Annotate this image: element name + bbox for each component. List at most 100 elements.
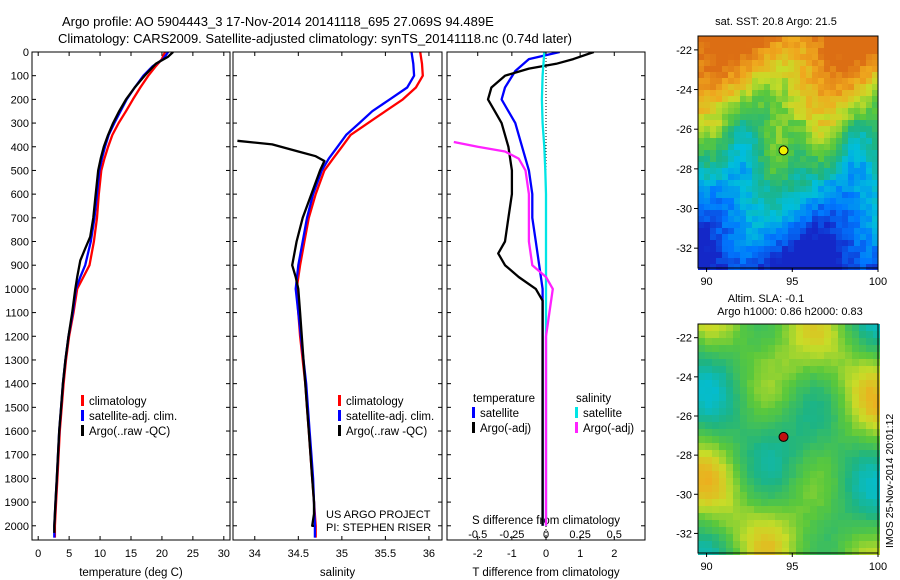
x-tick-label: 15 — [125, 548, 137, 560]
x-axis-label: temperature (deg C) — [79, 567, 183, 579]
y-tick-label: 600 — [11, 189, 29, 201]
y-tick-label: -26 — [676, 411, 692, 423]
legend-swatch — [81, 410, 84, 421]
x-tick-label: 100 — [869, 561, 887, 573]
pi-label: PI: STEPHEN RISER — [326, 522, 431, 534]
map-frame — [697, 323, 879, 554]
series-line-argo-raw-qc- — [237, 139, 326, 527]
top-x-tick-label: 0.5 — [607, 529, 622, 541]
x-tick-label: 0 — [543, 548, 549, 560]
y-tick-label: 300 — [11, 118, 29, 130]
legend-title: temperature — [473, 393, 535, 405]
x-tick-label: 34.5 — [288, 548, 309, 560]
x-tick-label: -2 — [473, 548, 483, 560]
figure-title-line2: Climatology: CARS2009. Satellite-adjuste… — [58, 31, 572, 46]
y-tick-label: 200 — [11, 94, 29, 106]
legend-swatch — [338, 425, 341, 436]
legend-swatch — [338, 395, 341, 406]
legend-label: Argo(-adj) — [583, 423, 634, 435]
y-tick-label: 1300 — [5, 355, 29, 367]
argo-position-marker — [778, 431, 789, 442]
x-tick-label: -1 — [507, 548, 517, 560]
x-tick-label: 90 — [700, 561, 712, 573]
legend-label: satellite — [480, 408, 519, 420]
y-tick-label: 100 — [11, 71, 29, 83]
y-tick-label: 1500 — [5, 402, 29, 414]
sst-map-panel: sat. SST: 20.8 Argo: 21.5 -22 -24 -26 -28 -30… — [676, 16, 887, 288]
top-x-tick-label: -0.5 — [468, 529, 487, 541]
y-tick-label: -22 — [676, 45, 692, 57]
x-tick-label: 95 — [786, 276, 798, 288]
legend-label: Argo(-adj) — [480, 423, 531, 435]
y-tick-label: -26 — [676, 124, 692, 136]
figure-title-line1: Argo profile: AO 5904443_3 17-Nov-2014 2… — [62, 14, 494, 29]
y-tick-label: -30 — [676, 489, 692, 501]
legend-swatch — [575, 422, 578, 433]
top-x-tick-label: 0.25 — [569, 529, 590, 541]
x-tick-label: 5 — [66, 548, 72, 560]
y-tick-label: 1400 — [5, 379, 29, 391]
x-tick-label: 1 — [577, 548, 583, 560]
x-tick-label: 30 — [218, 548, 230, 560]
legend-swatch — [575, 407, 578, 418]
legend-swatch — [81, 395, 84, 406]
y-tick-label: 2000 — [5, 521, 29, 533]
x-tick-label: 100 — [869, 276, 887, 288]
top-x-tick-label: -0.25 — [499, 529, 524, 541]
salinity-panel: 34 34.5 35 35.5 36 salinity climatology satelli… — [232, 51, 443, 579]
legend-swatch — [338, 410, 341, 421]
legend-swatch — [81, 425, 84, 436]
series-line-salinity-argo-adj- — [453, 140, 554, 526]
y-tick-label: 500 — [11, 165, 29, 177]
top-x-tick-label: 0 — [543, 529, 549, 541]
y-tick-label: 1000 — [5, 284, 29, 296]
legend-title: salinity — [576, 393, 611, 405]
temperature-panel: 0100200300400500600700800900100011001200… — [5, 47, 231, 579]
y-tick-label: 1700 — [5, 450, 29, 462]
x-tick-label: 35.5 — [375, 548, 396, 560]
y-tick-label: -28 — [676, 450, 692, 462]
series-line-temperature-argo-adj- — [486, 52, 595, 526]
y-tick-label: -22 — [676, 333, 692, 345]
y-tick-label: 700 — [11, 213, 29, 225]
y-tick-label: -32 — [676, 243, 692, 255]
imos-timestamp: IMOS 25-Nov-2014 20:01:12 — [884, 414, 896, 548]
x-tick-label: 2 — [611, 548, 617, 560]
difference-panel: -2 -1 0 1 2 T difference from climatology -0.5… — [446, 51, 646, 579]
x-tick-label: 10 — [94, 548, 106, 560]
y-tick-label: 800 — [11, 237, 29, 249]
y-tick-label: 0 — [23, 47, 29, 59]
project-label: US ARGO PROJECT — [326, 509, 431, 521]
sla-map-title-line1: Altim. SLA: -0.1 — [728, 293, 804, 305]
y-tick-label: -24 — [676, 85, 692, 97]
legend-label: climatology — [346, 396, 404, 408]
x-tick-label: 0 — [35, 548, 41, 560]
plot-frame — [232, 51, 443, 541]
legend-label: Argo(..raw -QC) — [346, 426, 427, 438]
x-tick-label: 20 — [156, 548, 168, 560]
map-frame — [697, 35, 879, 269]
legend-label: satellite — [583, 408, 622, 420]
legend-label: Argo(..raw -QC) — [89, 426, 170, 438]
x-tick-label: 25 — [187, 548, 199, 560]
y-tick-label: 1100 — [5, 308, 29, 320]
y-tick-label: 1600 — [5, 426, 29, 438]
plot-frame — [31, 51, 231, 541]
argo-position-marker — [778, 145, 789, 156]
x-tick-label: 36 — [423, 548, 435, 560]
x-axis-label: salinity — [320, 567, 355, 579]
y-tick-label: 900 — [11, 260, 29, 272]
y-tick-label: 1800 — [5, 473, 29, 485]
x-tick-label: 90 — [700, 276, 712, 288]
x-tick-label: 34 — [249, 548, 261, 560]
legend-label: satellite-adj. clim. — [346, 411, 434, 423]
y-tick-label: 400 — [11, 142, 29, 154]
series-line-argo-raw-qc- — [53, 52, 174, 533]
sst-field — [698, 36, 878, 270]
x-tick-label: 35 — [336, 548, 348, 560]
y-tick-label: 1200 — [5, 331, 29, 343]
y-tick-label: -32 — [676, 528, 692, 540]
y-tick-label: -24 — [676, 372, 692, 384]
